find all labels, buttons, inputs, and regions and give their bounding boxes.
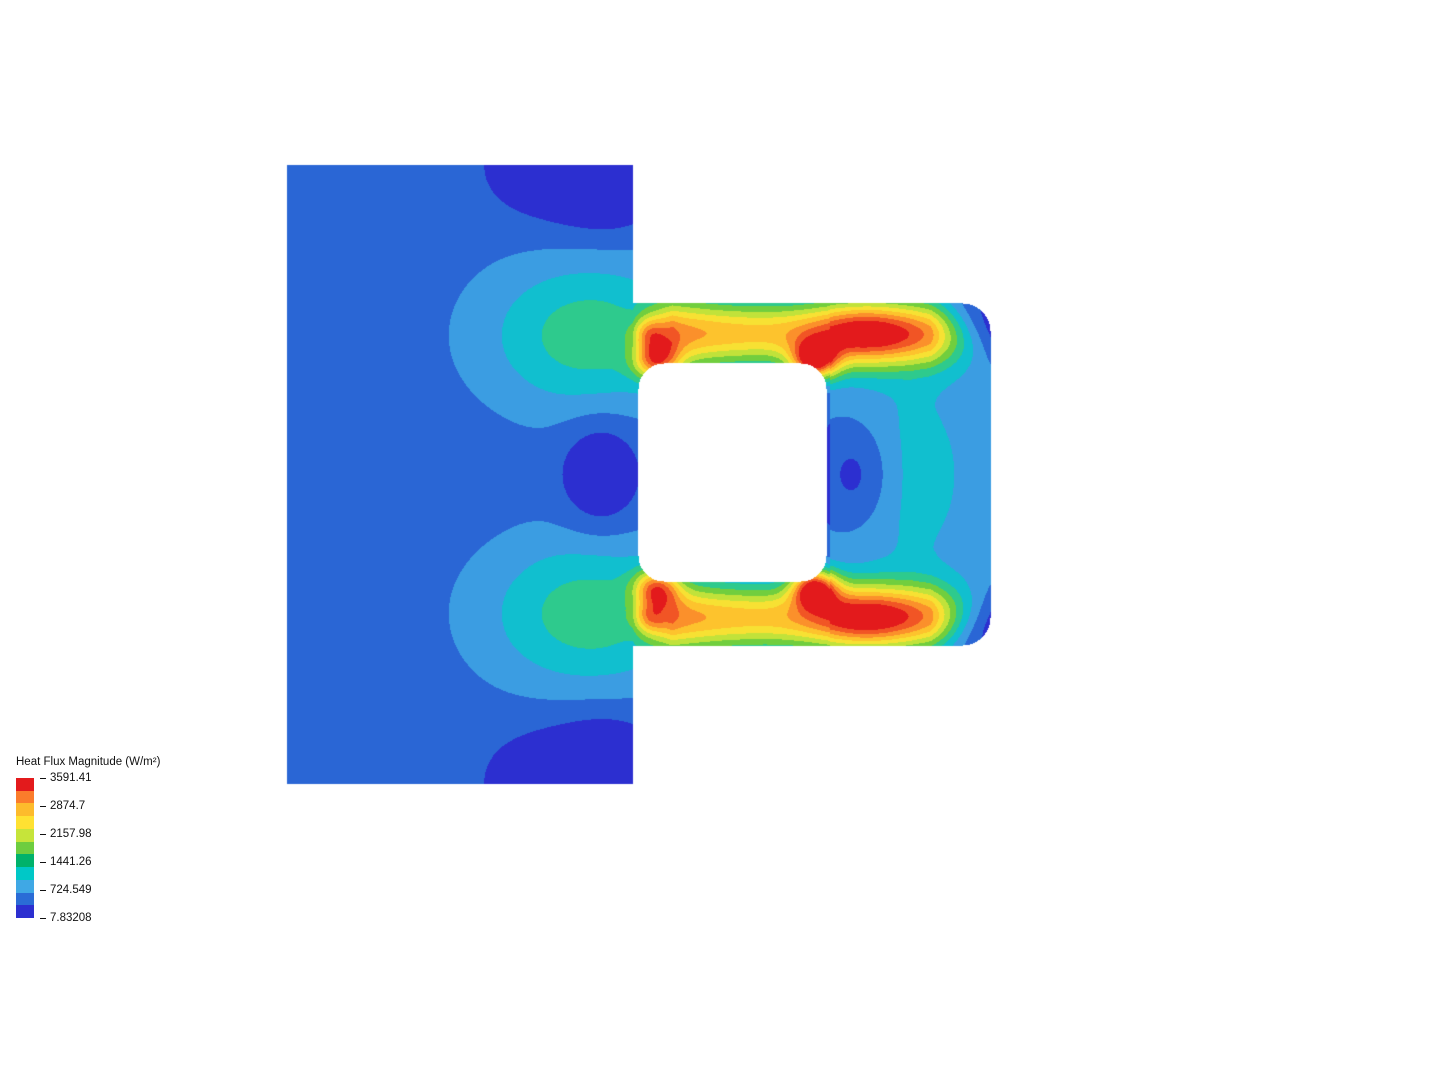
legend-tick-mark xyxy=(40,862,46,863)
legend-tick-mark xyxy=(40,806,46,807)
legend-tick-mark xyxy=(40,918,46,919)
legend-tick: 7.83208 xyxy=(40,912,92,924)
legend-tick-mark xyxy=(40,834,46,835)
legend-segment xyxy=(16,854,34,867)
legend-segment xyxy=(16,816,34,829)
legend-tick-mark xyxy=(40,778,46,779)
legend-colorbar xyxy=(16,778,34,918)
legend-tick-label: 3591.41 xyxy=(50,772,92,784)
heat-flux-contour-plot xyxy=(0,0,1440,1080)
legend-tick-label: 2157.98 xyxy=(50,828,92,840)
legend-tick-label: 724.549 xyxy=(50,884,92,896)
legend-segment xyxy=(16,778,34,791)
legend-segment xyxy=(16,842,34,855)
legend-segment xyxy=(16,880,34,893)
legend-tick-mark xyxy=(40,890,46,891)
legend-title: Heat Flux Magnitude (W/m²) xyxy=(16,756,160,768)
legend-tick: 1441.26 xyxy=(40,856,92,868)
legend-segment xyxy=(16,905,34,918)
legend-tick-label: 2874.7 xyxy=(50,800,85,812)
legend-segment xyxy=(16,893,34,906)
legend-tick: 3591.41 xyxy=(40,772,92,784)
colorbar-legend: Heat Flux Magnitude (W/m²) 3591.41 2874.7… xyxy=(16,756,160,918)
legend-segment xyxy=(16,829,34,842)
legend-segment xyxy=(16,803,34,816)
legend-segment xyxy=(16,867,34,880)
legend-tick-label: 7.83208 xyxy=(50,912,92,924)
legend-tick-label: 1441.26 xyxy=(50,856,92,868)
legend-body: 3591.412874.72157.981441.26724.5497.8320… xyxy=(16,778,160,918)
legend-tick: 724.549 xyxy=(40,884,92,896)
legend-segment xyxy=(16,791,34,804)
legend-tick: 2157.98 xyxy=(40,828,92,840)
simulation-stage: Heat Flux Magnitude (W/m²) 3591.41 2874.7… xyxy=(0,0,1440,1080)
legend-tick: 2874.7 xyxy=(40,800,85,812)
